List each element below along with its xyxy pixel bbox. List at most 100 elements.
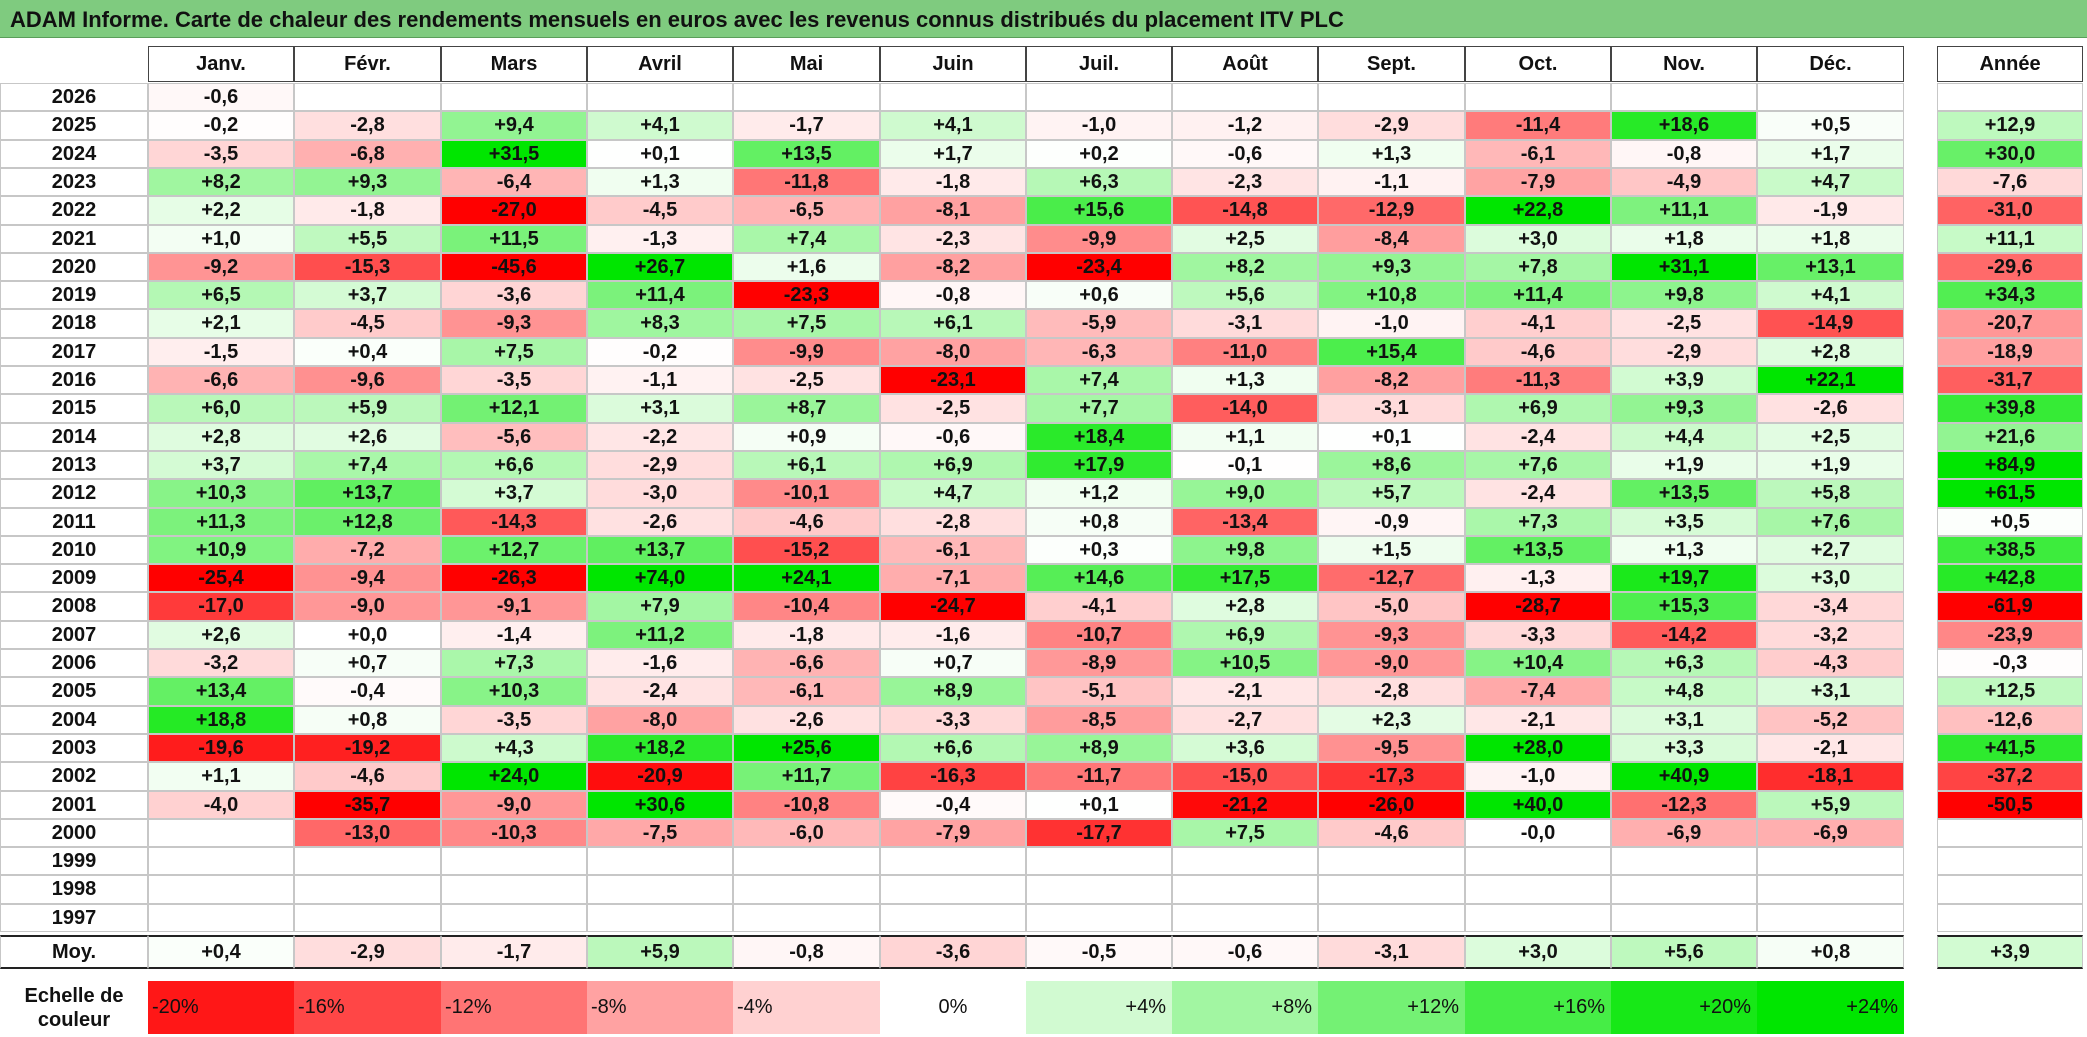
heatmap-cell: -4,0 [148, 791, 294, 819]
year-label: 1997 [0, 904, 148, 932]
heatmap-cell [1611, 904, 1757, 932]
heatmap-cell: +12,8 [294, 508, 441, 536]
heatmap-cell: -2,8 [1318, 677, 1465, 706]
heatmap-cell: +19,7 [1611, 564, 1757, 592]
heatmap-cell: -10,4 [733, 592, 880, 621]
heatmap-cell: -3,0 [587, 479, 733, 508]
heatmap-cell [1611, 83, 1757, 111]
heatmap-cell [148, 847, 294, 875]
year-label: 2018 [0, 309, 148, 338]
page-title: ADAM Informe. Carte de chaleur des rende… [10, 7, 1344, 32]
heatmap-cell: -6,0 [733, 819, 880, 847]
heatmap-cell: -4,9 [1611, 168, 1757, 196]
heatmap-cell: -8,5 [1026, 706, 1172, 734]
heatmap-cell: +8,3 [587, 309, 733, 338]
month-header: Nov. [1611, 46, 1757, 82]
heatmap-cell: -1,8 [294, 196, 441, 225]
heatmap-cell: +6,5 [148, 281, 294, 309]
heatmap-cell: +25,6 [733, 734, 880, 762]
heatmap-cell: -0,0 [1465, 819, 1611, 847]
annual-cell [1937, 904, 2083, 932]
heatmap-cell: +7,5 [733, 309, 880, 338]
heatmap-cell: -2,5 [1611, 309, 1757, 338]
heatmap-cell: +9,3 [294, 168, 441, 196]
heatmap-cell: +3,1 [1757, 677, 1904, 706]
heatmap-cell [1757, 847, 1904, 875]
heatmap-cell: +9,3 [1611, 394, 1757, 423]
heatmap-cell: -2,7 [1172, 706, 1318, 734]
heatmap-cell: +7,6 [1465, 451, 1611, 479]
heatmap-cell [1318, 904, 1465, 932]
heatmap-cell: -7,5 [587, 819, 733, 847]
title-bar: ADAM Informe. Carte de chaleur des rende… [0, 0, 2087, 38]
heatmap-cell: +13,1 [1757, 253, 1904, 281]
heatmap-cell: +4,8 [1611, 677, 1757, 706]
heatmap-cell: +5,8 [1757, 479, 1904, 508]
heatmap-cell: +3,3 [1611, 734, 1757, 762]
heatmap-cell [294, 847, 441, 875]
heatmap-cell: +0,9 [733, 423, 880, 451]
heatmap-cell: -3,6 [441, 281, 587, 309]
heatmap-cell: +12,7 [441, 536, 587, 564]
heatmap-cell: -6,1 [880, 536, 1026, 564]
heatmap-cell: -15,0 [1172, 762, 1318, 791]
annual-average-cell: +3,9 [1937, 935, 2083, 969]
heatmap-cell: +11,2 [587, 621, 733, 649]
year-label: 2012 [0, 479, 148, 508]
heatmap-cell: -8,4 [1318, 225, 1465, 253]
heatmap-cell: -2,6 [1757, 394, 1904, 423]
heatmap-cell: +7,8 [1465, 253, 1611, 281]
year-label: 2020 [0, 253, 148, 281]
heatmap-cell: -4,6 [1318, 819, 1465, 847]
heatmap-cell [294, 875, 441, 904]
heatmap-cell: -27,0 [441, 196, 587, 225]
heatmap-cell [1026, 875, 1172, 904]
heatmap-cell: -4,6 [294, 762, 441, 791]
heatmap-cell: -9,2 [148, 253, 294, 281]
heatmap-cell: +2,8 [148, 423, 294, 451]
heatmap-cell [587, 847, 733, 875]
heatmap-cell [1026, 904, 1172, 932]
heatmap-cell: +1,8 [1611, 225, 1757, 253]
scale-swatch: +12% [1318, 981, 1465, 1034]
month-header: Sept. [1318, 46, 1465, 82]
heatmap-cell: -8,0 [587, 706, 733, 734]
year-label: 2007 [0, 621, 148, 649]
annual-cell [1937, 847, 2083, 875]
heatmap-cell: -15,3 [294, 253, 441, 281]
heatmap-cell [441, 875, 587, 904]
heatmap-cell: +10,4 [1465, 649, 1611, 677]
heatmap-cell: +10,8 [1318, 281, 1465, 309]
average-cell: +5,6 [1611, 935, 1757, 969]
heatmap-cell: -11,0 [1172, 338, 1318, 366]
annual-cell: +11,1 [1937, 225, 2083, 253]
heatmap-cell: -3,3 [880, 706, 1026, 734]
year-label: 2019 [0, 281, 148, 309]
heatmap-cell: -4,6 [733, 508, 880, 536]
heatmap-cell: -1,5 [148, 338, 294, 366]
heatmap-cell: +22,1 [1757, 366, 1904, 394]
heatmap-cell: +1,8 [1757, 225, 1904, 253]
annual-cell: -12,6 [1937, 706, 2083, 734]
heatmap-cell [1757, 83, 1904, 111]
heatmap-cell: +22,8 [1465, 196, 1611, 225]
heatmap-cell: -10,7 [1026, 621, 1172, 649]
heatmap-cell: +26,7 [587, 253, 733, 281]
heatmap-cell: +7,4 [1026, 366, 1172, 394]
heatmap-cell: +0,0 [294, 621, 441, 649]
heatmap-cell: -5,1 [1026, 677, 1172, 706]
heatmap-cell: -2,5 [880, 394, 1026, 423]
heatmap-cell: -8,1 [880, 196, 1026, 225]
year-label: 2024 [0, 140, 148, 168]
heatmap-cell: -1,4 [441, 621, 587, 649]
heatmap-cell: +3,0 [1757, 564, 1904, 592]
heatmap-cell: +0,1 [587, 140, 733, 168]
heatmap-cell: +6,9 [1465, 394, 1611, 423]
heatmap-cell: -23,3 [733, 281, 880, 309]
heatmap-cell: -11,3 [1465, 366, 1611, 394]
heatmap-cell: -1,7 [733, 111, 880, 140]
heatmap-cell: -2,3 [880, 225, 1026, 253]
month-header: Oct. [1465, 46, 1611, 82]
heatmap-cell [733, 83, 880, 111]
heatmap-cell: -2,6 [587, 508, 733, 536]
